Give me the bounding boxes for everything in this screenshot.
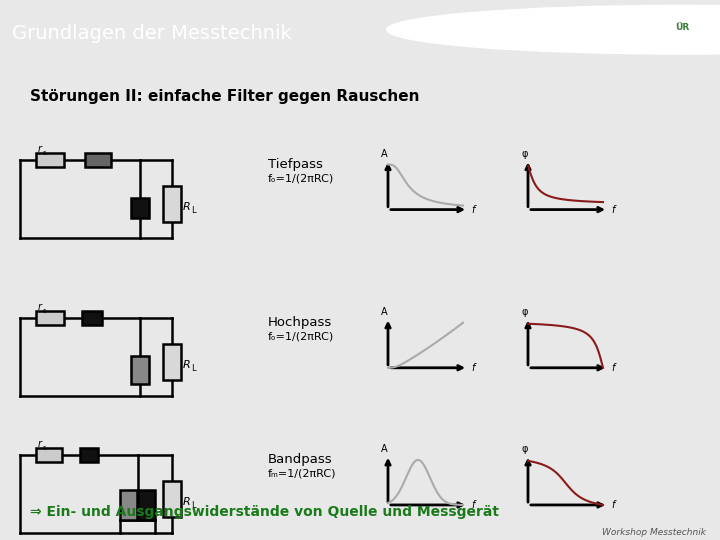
Text: φ: φ [521, 444, 528, 454]
Bar [80, 448, 98, 462]
Text: ⇒ Ein- und Ausgangswiderstände von Quelle und Messgerät: ⇒ Ein- und Ausgangswiderstände von Quell… [30, 505, 499, 519]
Bar [131, 198, 149, 218]
Text: s: s [43, 150, 47, 156]
Text: r: r [38, 439, 42, 449]
Bar [85, 152, 111, 166]
Bar [163, 481, 181, 517]
Bar [120, 490, 137, 520]
Text: f: f [471, 205, 474, 214]
Text: fₒ=1/(2πRC): fₒ=1/(2πRC) [268, 332, 334, 342]
Text: f: f [611, 363, 614, 373]
Text: Hochpass: Hochpass [268, 316, 332, 329]
Text: ÜR: ÜR [675, 23, 689, 32]
Bar [36, 310, 64, 325]
Text: r: r [38, 302, 42, 312]
Text: R: R [183, 497, 191, 507]
Text: f: f [611, 500, 614, 510]
Text: fₘ=1/(2πRC): fₘ=1/(2πRC) [268, 469, 336, 479]
Text: A: A [381, 148, 387, 159]
Text: f: f [611, 205, 614, 214]
Text: A: A [381, 307, 387, 317]
Text: L: L [191, 364, 196, 373]
Text: φ: φ [521, 148, 528, 159]
Text: Bandpass: Bandpass [268, 453, 333, 466]
Text: r: r [38, 144, 42, 153]
Text: L: L [191, 501, 196, 510]
Text: s: s [43, 308, 47, 314]
Bar [138, 490, 155, 520]
Text: fₒ=1/(2πRC): fₒ=1/(2πRC) [268, 173, 334, 184]
Text: Tiefpass: Tiefpass [268, 158, 323, 171]
Text: φ: φ [521, 307, 528, 317]
Bar [163, 344, 181, 380]
Text: f: f [471, 363, 474, 373]
Text: s: s [43, 445, 47, 451]
Text: f: f [471, 500, 474, 510]
Text: L: L [191, 206, 196, 214]
Text: Workshop Messtechnik: Workshop Messtechnik [602, 529, 706, 537]
Text: Grundlagen der Messtechnik: Grundlagen der Messtechnik [12, 24, 292, 43]
Bar [36, 152, 64, 166]
Bar [163, 186, 181, 221]
Circle shape [387, 5, 720, 54]
Bar [131, 356, 149, 384]
Bar [82, 310, 102, 325]
Bar [36, 448, 62, 462]
Text: R: R [183, 201, 191, 212]
Text: Störungen II: einfache Filter gegen Rauschen: Störungen II: einfache Filter gegen Raus… [30, 90, 420, 104]
Text: A: A [381, 444, 387, 454]
Text: R: R [183, 360, 191, 370]
